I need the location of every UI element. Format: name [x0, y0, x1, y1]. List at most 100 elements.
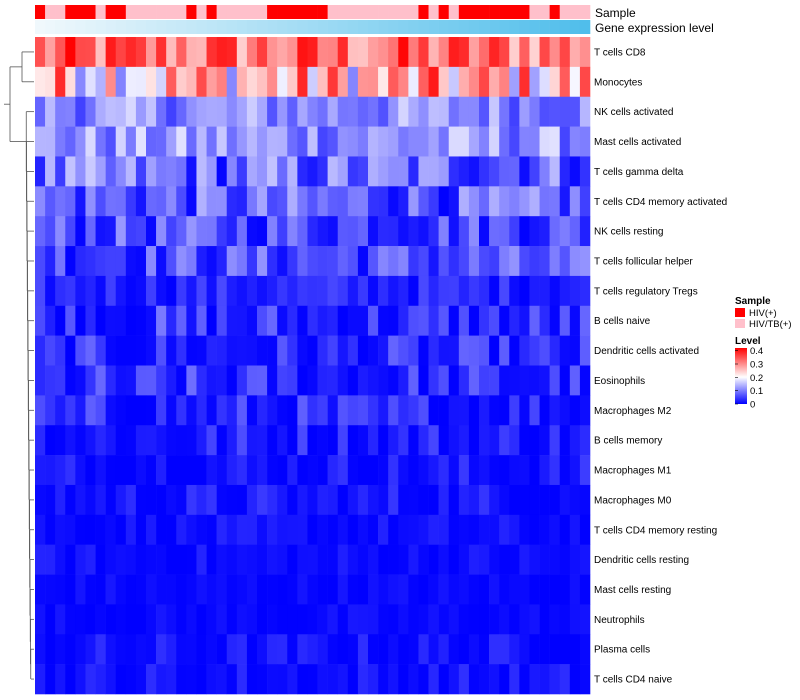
heatmap-cell	[317, 514, 328, 545]
heatmap-cell	[368, 664, 379, 695]
heatmap-cell	[156, 37, 167, 68]
sample-annotation-cell	[569, 5, 581, 19]
heatmap-cell	[115, 365, 127, 396]
legend-label-hiv: HIV(+)	[749, 308, 777, 319]
heatmap-cell	[45, 634, 56, 665]
heatmap-cell	[277, 305, 288, 336]
heatmap-cell	[468, 216, 480, 247]
heatmap-cell	[186, 365, 197, 396]
heatmap-cell	[297, 514, 308, 545]
heatmap-cell	[458, 484, 470, 516]
heatmap-cell	[357, 37, 369, 68]
heatmap-cell	[549, 216, 561, 247]
heatmap-cell	[236, 574, 248, 605]
heatmap-cell	[468, 156, 480, 187]
heatmap-cell	[267, 544, 278, 575]
heatmap-cell	[35, 66, 46, 98]
heatmap-cell	[398, 246, 409, 277]
sample-annotation-cell	[368, 5, 379, 19]
legend-sample-title: Sample	[735, 296, 771, 307]
heatmap-cell	[327, 634, 339, 665]
heatmap-cell	[287, 156, 298, 187]
heatmap-cell	[549, 335, 561, 366]
expression-annotation-cell	[307, 20, 318, 34]
heatmap-cell	[206, 156, 217, 187]
expression-annotation-cell	[479, 20, 490, 34]
heatmap-cell	[357, 634, 369, 665]
heatmap-cell	[35, 514, 46, 545]
heatmap-cell	[35, 395, 46, 426]
heatmap-cell	[176, 664, 187, 695]
heatmap-cell	[539, 425, 550, 456]
heatmap-cell	[539, 335, 550, 366]
row-dendrogram	[4, 51, 34, 680]
heatmap-cell	[408, 126, 419, 157]
heatmap-cell	[196, 544, 207, 575]
heatmap-cell	[479, 335, 490, 366]
heatmap-cell	[226, 305, 238, 336]
heatmap-cell	[418, 574, 429, 605]
heatmap-cell	[146, 395, 157, 426]
heatmap-cell	[45, 604, 56, 635]
heatmap-cell	[388, 66, 399, 98]
heatmap-cell	[307, 126, 318, 157]
heatmap-cell	[55, 574, 66, 605]
row-label: Macrophages M0	[594, 495, 672, 506]
heatmap-cell	[509, 544, 520, 575]
heatmap-cell	[216, 455, 228, 486]
heatmap-cell	[438, 574, 450, 605]
heatmap-cell	[45, 156, 56, 187]
heatmap-cell	[297, 275, 308, 307]
heatmap-cell	[559, 275, 571, 307]
heatmap-cell	[388, 275, 399, 307]
heatmap-cell	[277, 37, 288, 68]
heatmap-cell	[519, 664, 530, 695]
row-label: T cells CD8	[594, 47, 646, 58]
heatmap-cell	[549, 634, 561, 665]
heatmap-cell	[408, 156, 419, 187]
heatmap-cell	[327, 305, 339, 336]
heatmap-cell	[55, 484, 66, 516]
heatmap-cell	[418, 514, 429, 545]
sample-annotation-cell	[458, 5, 470, 19]
heatmap-cell	[45, 126, 56, 157]
heatmap-cell	[539, 365, 550, 396]
expression-annotation-cell	[105, 20, 117, 34]
heatmap-cell	[509, 66, 520, 98]
heatmap-cell	[115, 574, 127, 605]
heatmap-cell	[146, 186, 157, 217]
heatmap-cell	[398, 425, 409, 456]
heatmap-cell	[146, 37, 157, 68]
heatmap-cell	[569, 604, 581, 635]
heatmap-cell	[166, 395, 177, 426]
heatmap-cell	[35, 305, 46, 336]
heatmap-cell	[85, 395, 96, 426]
heatmap-cell	[105, 395, 117, 426]
heatmap-cell	[408, 574, 419, 605]
heatmap-cell	[368, 455, 379, 486]
heatmap-cell	[297, 544, 308, 575]
heatmap-cell	[479, 604, 490, 635]
heatmap-cell	[115, 455, 127, 486]
heatmap-cells	[35, 37, 591, 695]
heatmap-cell	[55, 66, 66, 98]
heatmap-cell	[529, 156, 540, 187]
heatmap-cell	[176, 395, 187, 426]
heatmap-cell	[559, 574, 571, 605]
heatmap-cell	[529, 66, 540, 98]
heatmap-cell	[549, 664, 561, 695]
heatmap-cell	[347, 37, 359, 68]
heatmap-cell	[438, 96, 450, 127]
heatmap-cell	[468, 425, 480, 456]
heatmap-cell	[307, 275, 318, 307]
heatmap-cell	[216, 305, 228, 336]
expression-annotation-cell	[267, 20, 278, 34]
heatmap-cell	[156, 574, 167, 605]
expression-annotation-bar	[35, 20, 591, 34]
heatmap-cell	[75, 425, 86, 456]
heatmap-cell	[499, 305, 510, 336]
heatmap-cell	[105, 156, 117, 187]
heatmap-cell	[458, 455, 470, 486]
expression-annotation-cell	[35, 20, 46, 34]
heatmap-cell	[458, 634, 470, 665]
